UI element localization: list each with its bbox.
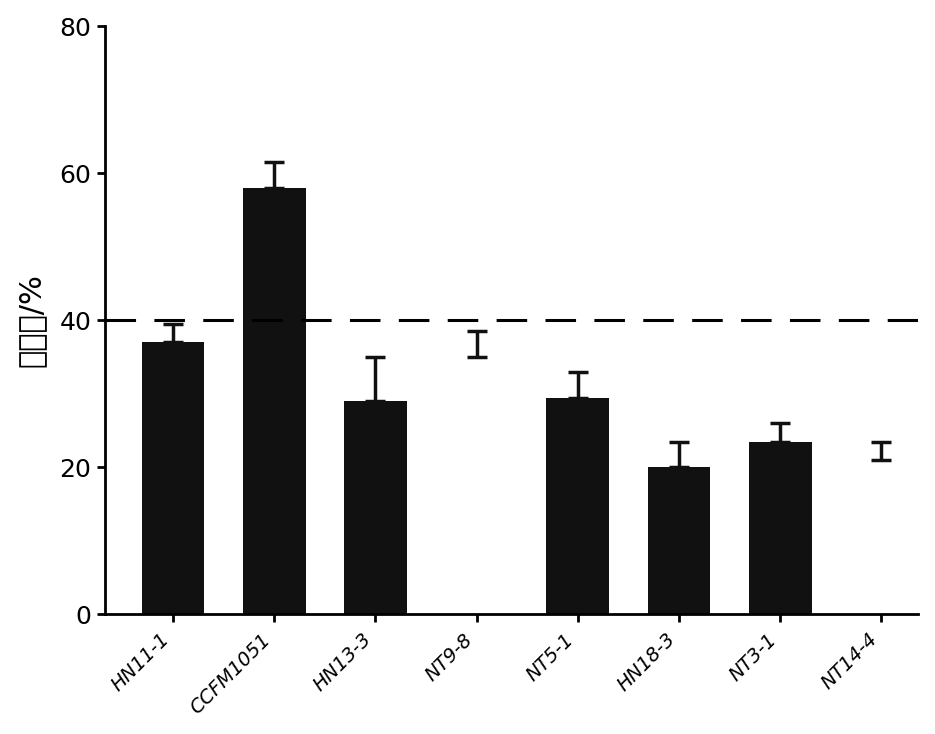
- Bar: [141, 342, 205, 614]
- Bar: [344, 401, 407, 614]
- Y-axis label: 吸附率/%: 吸附率/%: [17, 273, 46, 367]
- Bar: [648, 468, 711, 614]
- Bar: [546, 398, 609, 614]
- Bar: [749, 442, 812, 614]
- Bar: [243, 188, 306, 614]
